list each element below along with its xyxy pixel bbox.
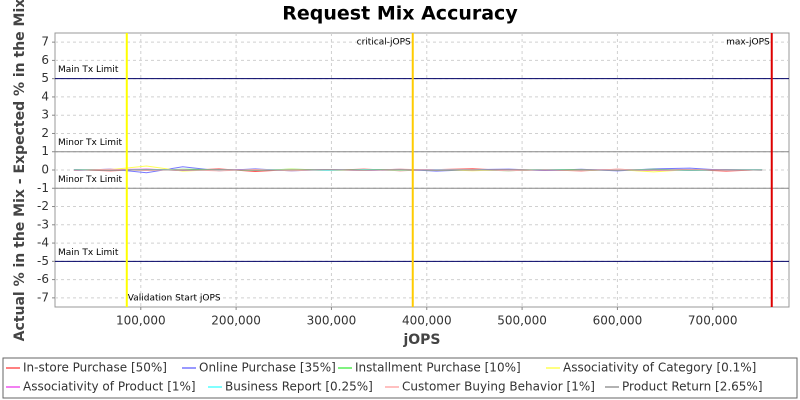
x-tick-label: 600,000 — [593, 314, 643, 328]
reference-label: Main Tx Limit — [58, 65, 119, 75]
legend-label: Customer Buying Behavior [1%] — [402, 380, 595, 394]
legend-label: Associativity of Product [1%] — [23, 380, 196, 394]
reference-label: Main Tx Limit — [58, 248, 119, 258]
y-tick-label: -3 — [37, 217, 49, 231]
y-tick-label: 0 — [41, 163, 49, 177]
y-tick-label: -2 — [37, 199, 49, 213]
y-tick-label: 4 — [41, 89, 49, 103]
y-axis-label: Actual % in the Mix - Expected % in the … — [12, 0, 28, 341]
x-tick-label: 700,000 — [688, 314, 738, 328]
y-tick-label: 1 — [41, 144, 49, 158]
y-tick-label: 2 — [41, 126, 49, 140]
x-axis-label: jOPS — [402, 332, 440, 348]
y-tick-label: -1 — [37, 181, 49, 195]
y-tick-label: -7 — [37, 290, 49, 304]
y-tick-label: 7 — [41, 35, 49, 49]
reference-label: Minor Tx Limit — [58, 175, 123, 185]
x-tick-label: 300,000 — [307, 314, 357, 328]
legend-label: Online Purchase [35%] — [199, 361, 336, 375]
legend-label: Product Return [2.65%] — [622, 380, 763, 394]
y-tick-label: 6 — [41, 53, 49, 67]
legend-label: Associativity of Category [0.1%] — [563, 361, 756, 375]
marker-label: Validation Start jOPS — [128, 294, 221, 304]
legend-label: In-store Purchase [50%] — [23, 361, 167, 375]
y-tick-label: 3 — [41, 108, 49, 122]
legend — [2, 357, 798, 399]
y-tick-label: -5 — [37, 254, 49, 268]
x-tick-label: 100,000 — [116, 314, 166, 328]
chart-title: Request Mix Accuracy — [282, 3, 518, 25]
legend-label: Business Report [0.25%] — [225, 380, 373, 394]
y-tick-label: -4 — [37, 236, 49, 250]
x-tick-label: 400,000 — [402, 314, 452, 328]
x-tick-label: 500,000 — [497, 314, 547, 328]
series-line — [74, 168, 763, 171]
y-tick-label: 5 — [41, 71, 49, 85]
y-tick-label: -6 — [37, 272, 49, 286]
legend-label: Installment Purchase [10%] — [355, 361, 521, 375]
x-tick-label: 200,000 — [211, 314, 261, 328]
marker-label: critical-jOPS — [357, 38, 411, 48]
marker-label: max-jOPS — [726, 38, 770, 48]
reference-label: Minor Tx Limit — [58, 138, 123, 148]
